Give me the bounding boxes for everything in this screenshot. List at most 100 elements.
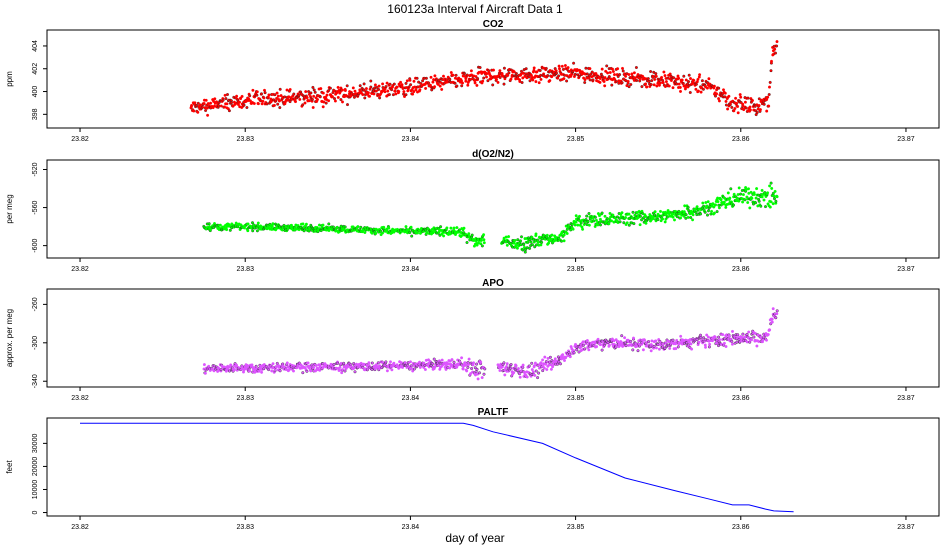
co2-point (698, 73, 702, 77)
apo-point (632, 336, 635, 340)
paltf-x-tick-label: 23.83 (236, 524, 254, 531)
co2-point (404, 93, 408, 97)
co2-point (462, 72, 466, 76)
co2-point (765, 109, 769, 113)
co2-point (735, 101, 739, 105)
co2-point (678, 85, 682, 89)
co2-point (605, 64, 609, 68)
co2-point (412, 79, 416, 83)
o2n2-point (416, 231, 419, 235)
co2-point (265, 102, 269, 106)
co2-point (358, 84, 362, 88)
apo-point (314, 364, 318, 367)
co2-point (661, 81, 665, 84)
co2-point (611, 70, 615, 73)
co2-point (616, 67, 620, 71)
apo-point (614, 338, 618, 342)
o2n2-point (524, 248, 528, 251)
apo-point (775, 309, 779, 313)
co2-point (384, 85, 388, 89)
o2n2-point (705, 204, 709, 208)
co2-point (645, 85, 649, 89)
co2-point (287, 98, 290, 102)
co2-point (663, 74, 667, 78)
co2-point (627, 85, 631, 89)
o2n2-point (632, 222, 636, 226)
co2-point (548, 79, 552, 83)
o2n2-point (225, 228, 229, 232)
o2n2-point (603, 214, 607, 218)
co2-point (730, 105, 734, 109)
co2-point (658, 81, 662, 85)
apo-point (203, 371, 207, 375)
co2-point (362, 88, 366, 92)
co2-point (573, 72, 577, 76)
co2-point (590, 70, 594, 74)
apo-point (536, 376, 540, 380)
apo-point (600, 348, 604, 352)
co2-point (408, 78, 412, 82)
co2-point (495, 78, 498, 81)
o2n2-point (706, 213, 709, 217)
co2-point (741, 102, 745, 106)
apo-point (305, 369, 309, 373)
apo-point (470, 367, 474, 370)
apo-point (579, 345, 583, 349)
o2n2-point (578, 214, 581, 218)
apo-point (512, 371, 516, 375)
o2n2-point (404, 225, 408, 229)
apo-point (706, 335, 710, 339)
apo-y-tick-label: -300 (32, 336, 39, 350)
o2n2-panel: d(O2/N2) per meg 23.82 23.83 23.84 23.85 23.86… (5, 149, 940, 273)
co2-point (301, 103, 305, 107)
o2n2-point (615, 215, 619, 219)
o2n2-point (702, 204, 706, 208)
o2n2-point (728, 196, 732, 200)
co2-point (607, 75, 611, 79)
co2-point (569, 74, 573, 78)
o2n2-point (442, 234, 446, 238)
co2-y-tick-label: 398 (32, 108, 39, 120)
o2n2-point (550, 233, 554, 237)
co2-point (375, 85, 379, 89)
co2-point (509, 77, 513, 81)
co2-point (757, 104, 761, 107)
o2n2-point (574, 214, 578, 218)
co2-point (260, 102, 264, 106)
figure-title: 160123a Interval f Aircraft Data 1 (387, 2, 563, 16)
o2n2-point (771, 191, 775, 195)
co2-point (377, 88, 381, 91)
co2-point (561, 67, 565, 71)
o2n2-point (480, 244, 484, 248)
apo-point (401, 365, 405, 369)
apo-point (561, 353, 565, 357)
apo-point (650, 339, 654, 343)
co2-point (307, 90, 311, 93)
apo-point (412, 367, 416, 371)
co2-point (440, 87, 444, 91)
apo-point (475, 367, 479, 371)
co2-point (491, 83, 495, 87)
co2-point (377, 84, 381, 88)
co2-point (682, 74, 686, 78)
o2n2-point (769, 181, 773, 185)
apo-x-tick-label: 23.84 (402, 395, 420, 402)
apo-point (376, 361, 380, 365)
apo-point (728, 334, 731, 338)
co2-point (539, 77, 543, 81)
apo-point (275, 361, 279, 365)
co2-point (200, 105, 204, 109)
co2-point (768, 85, 771, 89)
co2-point (723, 95, 727, 99)
co2-point (724, 99, 728, 103)
co2-point (255, 93, 259, 97)
apo-point (516, 367, 520, 371)
apo-point (527, 364, 531, 368)
apo-point (533, 373, 537, 377)
co2-point (655, 84, 659, 88)
co2-point (653, 77, 657, 81)
o2n2-point (699, 212, 702, 216)
o2n2-point (717, 206, 721, 210)
o2n2-point (565, 232, 569, 235)
co2-point (206, 102, 210, 106)
